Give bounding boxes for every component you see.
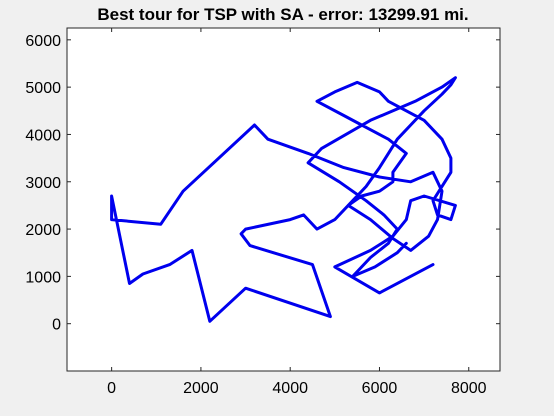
y-tick-label: 3000 [25,175,61,192]
x-tick-label: 0 [107,380,116,397]
y-tick-label: 1000 [25,269,61,286]
tour-path-line [110,76,457,323]
y-tick-label: 2000 [25,222,61,239]
x-axis: 0 2000 4000 6000 8000 [107,28,487,397]
x-tick-label: 8000 [451,380,487,397]
chart-title: Best tour for TSP with SA - error: 13299… [97,5,468,24]
x-tick-label: 4000 [272,380,308,397]
tour-series [110,76,457,323]
y-tick-label: 4000 [25,127,61,144]
y-tick-label: 0 [52,317,61,334]
y-tick-label: 6000 [25,33,61,50]
y-axis: 0 1000 2000 3000 4000 5000 6000 [25,33,500,334]
x-tick-label: 6000 [362,380,398,397]
y-tick-label: 5000 [25,80,61,97]
plot-area [66,27,501,372]
x-tick-label: 2000 [183,380,219,397]
